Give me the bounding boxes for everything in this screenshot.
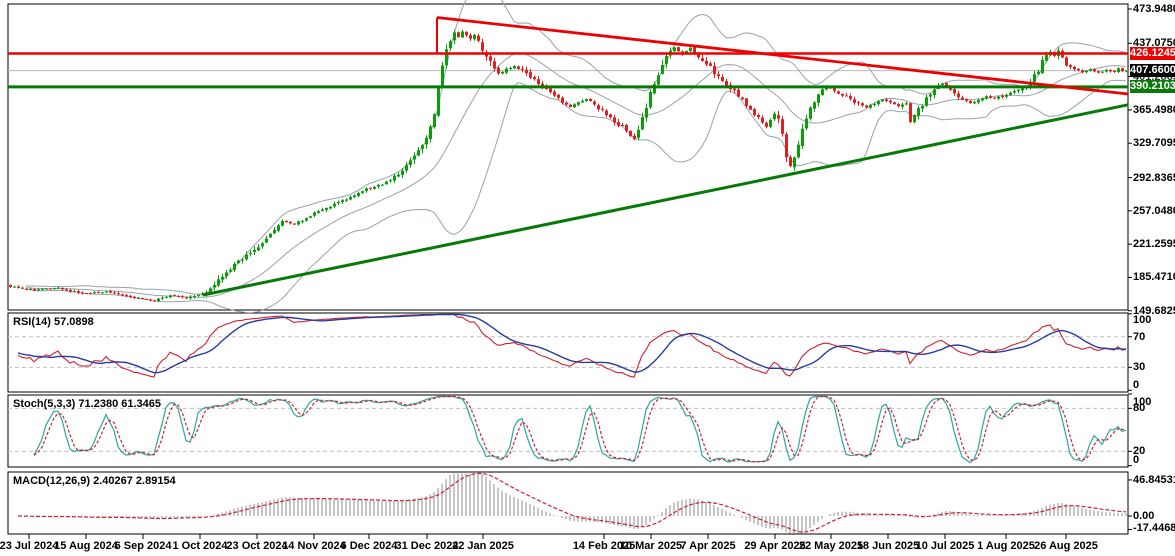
macd-signal — [17, 472, 1127, 533]
macd-histogram — [29, 473, 1127, 534]
date-tick-label: 26 Aug 2025 — [1034, 540, 1098, 552]
date-tick-label: 29 Apr 2025 — [744, 540, 806, 552]
date-tick-label: 23 Jul 2024 — [0, 540, 59, 552]
price-tick-label: 329.7095 — [1133, 137, 1175, 150]
price-tick-label: 257.0480 — [1133, 204, 1175, 217]
date-tick-label: 6 Sep 2024 — [114, 540, 172, 552]
price-tick-label: 437.0750 — [1133, 37, 1175, 50]
stoch-label: Stoch(5,3,3) — [13, 398, 76, 410]
rsi-label: RSI(14) — [13, 316, 51, 328]
ascending-support[interactable] — [202, 103, 1129, 297]
stoch-tick-label: 20 — [1133, 445, 1146, 458]
date-tick-label: 1 Oct 2024 — [172, 540, 228, 552]
date-tick-label: 1 Aug 2025 — [977, 540, 1035, 552]
bollinger-bands — [25, 0, 1127, 314]
main-panel[interactable] — [7, 3, 1129, 311]
panel-borders — [7, 3, 1129, 535]
support-price-badge: 390.2103 — [1130, 80, 1175, 93]
stoch-d-line — [33, 395, 1127, 463]
stoch-k-line — [33, 395, 1127, 464]
date-tick-label: 7 Apr 2025 — [680, 540, 736, 552]
rsi-lines — [17, 313, 1127, 378]
rsi-tick-label: 100 — [1133, 314, 1152, 326]
stoch-tick-label: 80 — [1133, 402, 1146, 415]
dashed-gridlines — [8, 336, 1128, 452]
macd-value: 2.40267 2.89154 — [93, 475, 176, 487]
stoch-value: 71.2380 61.3465 — [78, 398, 162, 410]
rsi-main-line — [17, 313, 1127, 378]
date-tick-label: 18 Jun 2025 — [856, 540, 920, 552]
price-tick-label: 185.4710 — [1133, 271, 1175, 284]
bb-upper — [25, 0, 1127, 295]
current-price-badge: 407.6600 — [1130, 64, 1175, 77]
date-tick-label: 23 Oct 2024 — [226, 540, 288, 552]
date-tick-label: 22 Jan 2025 — [452, 540, 514, 552]
macd-tick-label: -17.44683 — [1133, 522, 1175, 534]
descending-resistance[interactable] — [436, 16, 1129, 96]
price-tick-label: 221.2595 — [1133, 238, 1175, 251]
price-tick-label: 473.9480 — [1133, 2, 1175, 15]
rsi-tick-label: 0 — [1133, 379, 1140, 391]
bb-lower — [25, 79, 1126, 314]
macd-tick-label: 0.00 — [1133, 510, 1155, 522]
bb-middle — [25, 52, 1127, 298]
price-tick-label: 149.6825 — [1133, 304, 1175, 317]
date-tick-label: 14 Nov 2024 — [282, 540, 346, 552]
stoch-lines — [33, 395, 1127, 464]
trend-and-level-lines[interactable] — [8, 16, 1129, 297]
stoch-panel-title: Stoch(5,3,3) 71.2380 61.3465 — [13, 398, 161, 410]
sto-panel[interactable] — [7, 394, 1129, 468]
macd-panel-title: MACD(12,26,9) 2.40267 2.89154 — [13, 475, 176, 487]
mac-panel[interactable] — [7, 471, 1129, 535]
date-tick-label: 31 Dec 2024 — [395, 540, 459, 552]
date-tick-label: 15 Aug 2024 — [54, 540, 118, 552]
date-tick-label: 14 Feb 2025 — [572, 540, 636, 552]
price-tick-label: 292.8365 — [1133, 171, 1175, 184]
rsi-tick-label: 30 — [1133, 361, 1146, 374]
rsi-value: 57.0898 — [53, 316, 94, 328]
date-tick-label: 10 Mar 2025 — [619, 540, 683, 552]
date-tick-label: 10 Jul 2025 — [915, 540, 975, 552]
rsi-smoothed-line — [17, 313, 1127, 374]
stoch-tick-label: 0 — [1133, 454, 1140, 466]
rsi-tick-label: 70 — [1133, 330, 1146, 343]
price-tick-label: 365.4980 — [1133, 103, 1175, 116]
stoch-tick-label: 100 — [1133, 396, 1152, 408]
date-tick-label: 22 May 2025 — [798, 540, 864, 552]
macd-tick-label: 46.84531 — [1133, 473, 1175, 486]
macd-label: MACD(12,26,9) — [13, 475, 91, 487]
rsi-panel-title: RSI(14) 57.0898 — [13, 316, 94, 328]
macd-signal-line — [17, 472, 1127, 533]
date-tick-label: 6 Dec 2024 — [340, 540, 398, 552]
resistance-price-badge: 426.1245 — [1130, 47, 1175, 60]
rsi-panel[interactable] — [7, 312, 1129, 393]
